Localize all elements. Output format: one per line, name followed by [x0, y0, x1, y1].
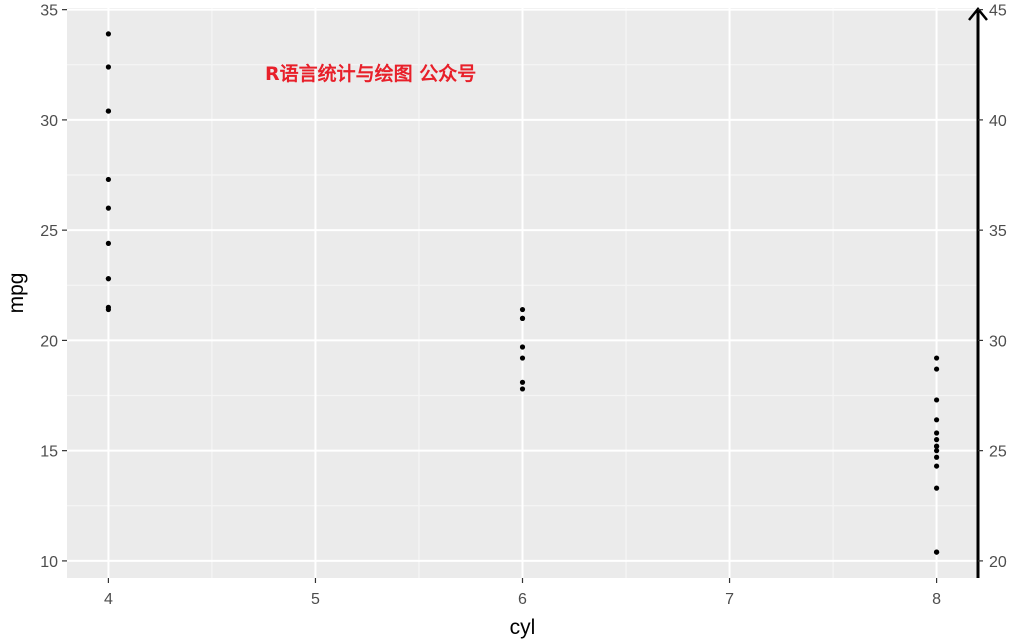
data-point — [933, 437, 940, 443]
y-axis-right: 20 25 30 35 40 45 — [968, 3, 1007, 578]
data-point — [933, 485, 940, 491]
y-tick-label: 25 — [40, 223, 58, 240]
data-point — [519, 379, 526, 385]
y2-tick-label: 45 — [989, 3, 1007, 20]
data-point — [105, 176, 112, 183]
x-tick-label: 7 — [725, 591, 734, 608]
data-point — [105, 64, 112, 70]
data-point — [933, 355, 940, 361]
data-point — [105, 276, 112, 282]
data-point — [105, 240, 112, 246]
data-point — [933, 443, 940, 449]
grid-major — [67, 8, 978, 578]
watermark-text: R语言统计与绘图 公众号 — [265, 62, 476, 85]
data-point — [933, 454, 940, 460]
data-point — [933, 448, 940, 454]
data-point — [933, 417, 940, 423]
data-points — [105, 31, 940, 555]
data-point — [933, 430, 940, 436]
y2-tick-label: 35 — [989, 223, 1007, 240]
data-point — [933, 549, 940, 555]
y2-tick-label: 20 — [989, 554, 1007, 571]
data-point — [105, 31, 112, 37]
y2-arrow-head-icon — [968, 7, 988, 21]
x-axis: 4 5 6 7 8 — [104, 578, 941, 608]
data-point — [519, 344, 526, 350]
y2-tick-label: 40 — [989, 113, 1007, 130]
data-point — [933, 397, 940, 403]
y-tick-label: 15 — [40, 444, 58, 461]
data-point — [105, 108, 112, 114]
data-point — [933, 463, 940, 469]
data-point — [519, 306, 526, 313]
x-tick-label: 6 — [518, 591, 527, 608]
data-point — [105, 306, 112, 313]
y2-tick-label: 25 — [989, 444, 1007, 461]
x-axis-title: cyl — [510, 616, 536, 639]
y-tick-label: 20 — [40, 333, 58, 350]
y-tick-label: 30 — [40, 113, 58, 130]
x-tick-label: 4 — [104, 591, 113, 608]
data-point — [933, 366, 940, 372]
y2-tick-label: 30 — [989, 333, 1007, 350]
y-axis-title: mpg — [5, 273, 28, 314]
x-tick-label: 8 — [932, 591, 941, 608]
y-tick-label: 10 — [40, 554, 58, 571]
y-axis-left: 10 15 20 25 30 35 — [40, 3, 67, 571]
data-point — [105, 205, 112, 211]
data-point — [519, 315, 526, 321]
y-tick-label: 35 — [40, 3, 58, 20]
x-tick-label: 5 — [311, 591, 320, 608]
data-point — [519, 386, 526, 392]
data-point — [519, 355, 526, 361]
